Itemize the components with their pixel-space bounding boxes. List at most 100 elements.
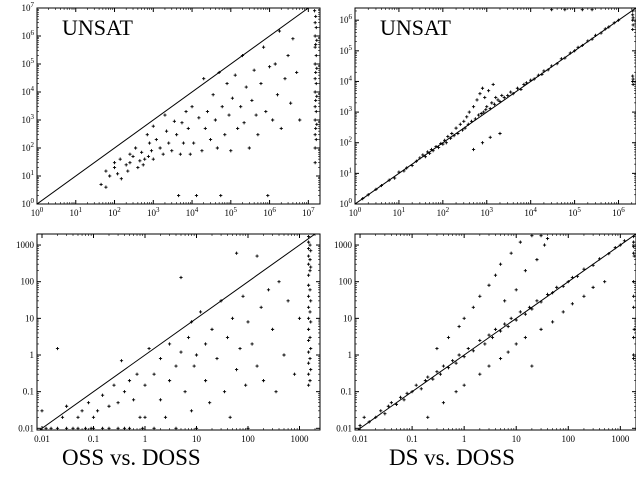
data-point xyxy=(233,73,237,77)
data-point xyxy=(100,393,105,397)
y-tick-label: 105 xyxy=(22,57,35,69)
y-tick-label: 0.1 xyxy=(341,387,352,397)
data-point xyxy=(451,359,455,363)
data-point xyxy=(147,141,152,145)
data-point xyxy=(308,335,312,340)
data-point xyxy=(498,262,503,266)
data-point xyxy=(141,163,145,167)
data-point xyxy=(158,146,162,150)
data-point xyxy=(530,364,534,368)
data-point xyxy=(306,254,311,258)
data-point xyxy=(277,280,281,284)
plot-frame xyxy=(36,7,321,205)
data-point xyxy=(238,346,242,351)
data-point xyxy=(308,288,312,292)
plot-frame xyxy=(354,7,636,205)
x-tick-label: 105 xyxy=(568,206,581,218)
data-point xyxy=(582,267,586,271)
data-point xyxy=(246,320,250,324)
data-point xyxy=(561,284,565,288)
data-point xyxy=(143,383,147,387)
data-point xyxy=(545,292,550,297)
data-point xyxy=(286,53,290,58)
data-point xyxy=(631,13,635,17)
data-point xyxy=(509,316,513,320)
data-point xyxy=(314,42,318,47)
x-tick-label: 1 xyxy=(462,434,467,444)
data-point xyxy=(439,141,443,146)
data-point xyxy=(314,98,318,103)
data-point xyxy=(431,149,435,153)
data-point xyxy=(522,82,526,87)
data-point xyxy=(151,124,155,128)
data-point xyxy=(454,361,458,365)
data-point xyxy=(632,280,636,284)
data-point xyxy=(452,134,456,138)
data-point xyxy=(622,239,627,243)
data-point xyxy=(261,379,266,383)
x-tick-label: 0.01 xyxy=(352,434,368,444)
data-point xyxy=(462,383,466,387)
data-point xyxy=(230,316,235,320)
x-tick-label: 10 xyxy=(512,434,522,444)
y-tick-label: 0.01 xyxy=(336,423,352,433)
data-point xyxy=(398,395,403,399)
data-point xyxy=(154,137,158,142)
data-point xyxy=(313,21,317,25)
data-point xyxy=(298,118,302,122)
data-point xyxy=(490,101,494,105)
data-point xyxy=(107,404,111,408)
data-point xyxy=(446,366,451,370)
data-point xyxy=(593,33,598,37)
data-point xyxy=(503,299,507,303)
data-point xyxy=(441,364,446,368)
data-point xyxy=(266,193,270,198)
data-point xyxy=(118,157,122,161)
data-point xyxy=(186,126,190,131)
data-point xyxy=(598,257,602,261)
data-point xyxy=(234,251,239,255)
data-point xyxy=(436,145,441,150)
data-point xyxy=(314,109,318,114)
data-point xyxy=(394,402,399,406)
data-point xyxy=(95,409,100,413)
data-point xyxy=(158,398,163,402)
data-point xyxy=(486,89,491,93)
data-point xyxy=(279,126,283,131)
y-tick-label: 105 xyxy=(340,44,353,56)
y-tick-label: 100 xyxy=(339,277,353,287)
caption-oss-vs-doss: OSS vs. DOSS xyxy=(62,445,201,470)
data-point xyxy=(482,110,486,114)
data-point xyxy=(524,81,529,85)
data-point xyxy=(200,149,204,153)
panel-top-right: 100 101 102 103 104 105 1061001011021031041051… xyxy=(340,7,636,218)
data-point xyxy=(242,121,246,125)
x-tick-label: 106 xyxy=(612,206,625,218)
data-point xyxy=(314,25,318,30)
x-tick-label: 100 xyxy=(241,434,255,444)
data-point xyxy=(183,390,187,394)
x-tick-label: 104 xyxy=(524,206,537,218)
data-point xyxy=(478,294,482,298)
data-point xyxy=(49,426,53,430)
data-point xyxy=(493,273,498,277)
data-point xyxy=(586,39,590,43)
data-point xyxy=(480,86,485,90)
data-point xyxy=(429,147,434,152)
y-tick-label: 0.01 xyxy=(18,423,34,433)
data-point xyxy=(435,346,439,351)
data-point xyxy=(523,312,527,316)
data-point xyxy=(267,65,272,69)
y-tick-label: 1 xyxy=(348,350,353,360)
x-tick-label: 102 xyxy=(437,206,450,218)
data-point xyxy=(163,113,167,117)
data-point xyxy=(426,415,430,419)
data-point xyxy=(135,372,139,376)
data-point xyxy=(312,9,317,13)
data-point xyxy=(386,404,390,408)
x-tick-label: 107 xyxy=(302,206,315,218)
data-point xyxy=(215,146,219,150)
data-point xyxy=(478,92,482,96)
data-point xyxy=(366,193,370,197)
data-point xyxy=(457,353,461,357)
